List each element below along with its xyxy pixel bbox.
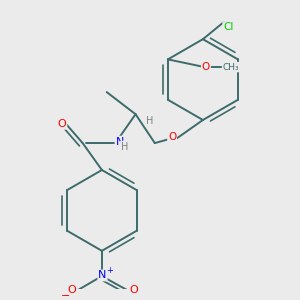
Text: H: H bbox=[146, 116, 154, 126]
Text: O: O bbox=[168, 132, 176, 142]
Text: +: + bbox=[106, 266, 113, 274]
Text: O: O bbox=[202, 62, 210, 72]
Text: N: N bbox=[116, 136, 124, 147]
Text: O: O bbox=[67, 285, 76, 295]
Text: Cl: Cl bbox=[223, 22, 234, 32]
Text: O: O bbox=[129, 285, 138, 295]
Text: CH₃: CH₃ bbox=[223, 63, 239, 72]
Text: H: H bbox=[121, 142, 128, 152]
Text: N: N bbox=[98, 270, 107, 280]
Text: O: O bbox=[58, 119, 66, 129]
Text: −: − bbox=[61, 291, 70, 300]
